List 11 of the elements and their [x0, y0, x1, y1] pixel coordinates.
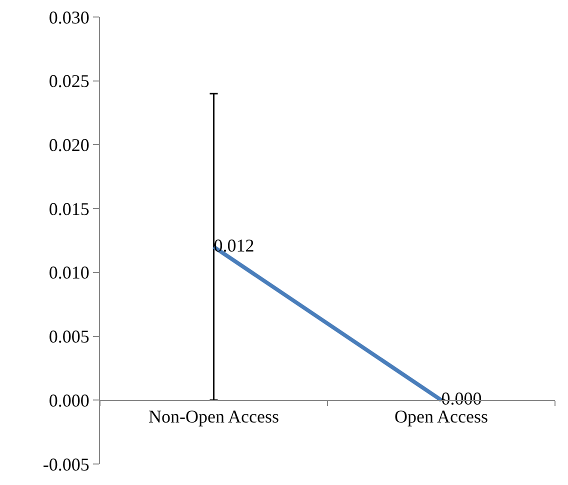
- y-tick-label: -0.005: [42, 454, 90, 474]
- x-tick-label: Non-Open Access: [148, 406, 279, 427]
- y-tick-label: 0.025: [48, 71, 90, 92]
- y-tick-label: 0.030: [48, 7, 90, 28]
- y-tick-label: 0.015: [48, 198, 90, 219]
- y-tick-label: 0.005: [48, 326, 90, 347]
- y-tick-label: 0.010: [48, 262, 90, 283]
- y-tick-label: 0.000: [48, 390, 90, 410]
- x-tick-label: Open Access: [394, 406, 488, 427]
- data-label: 0.012: [214, 235, 254, 256]
- y-tick-label: 0.020: [48, 135, 90, 156]
